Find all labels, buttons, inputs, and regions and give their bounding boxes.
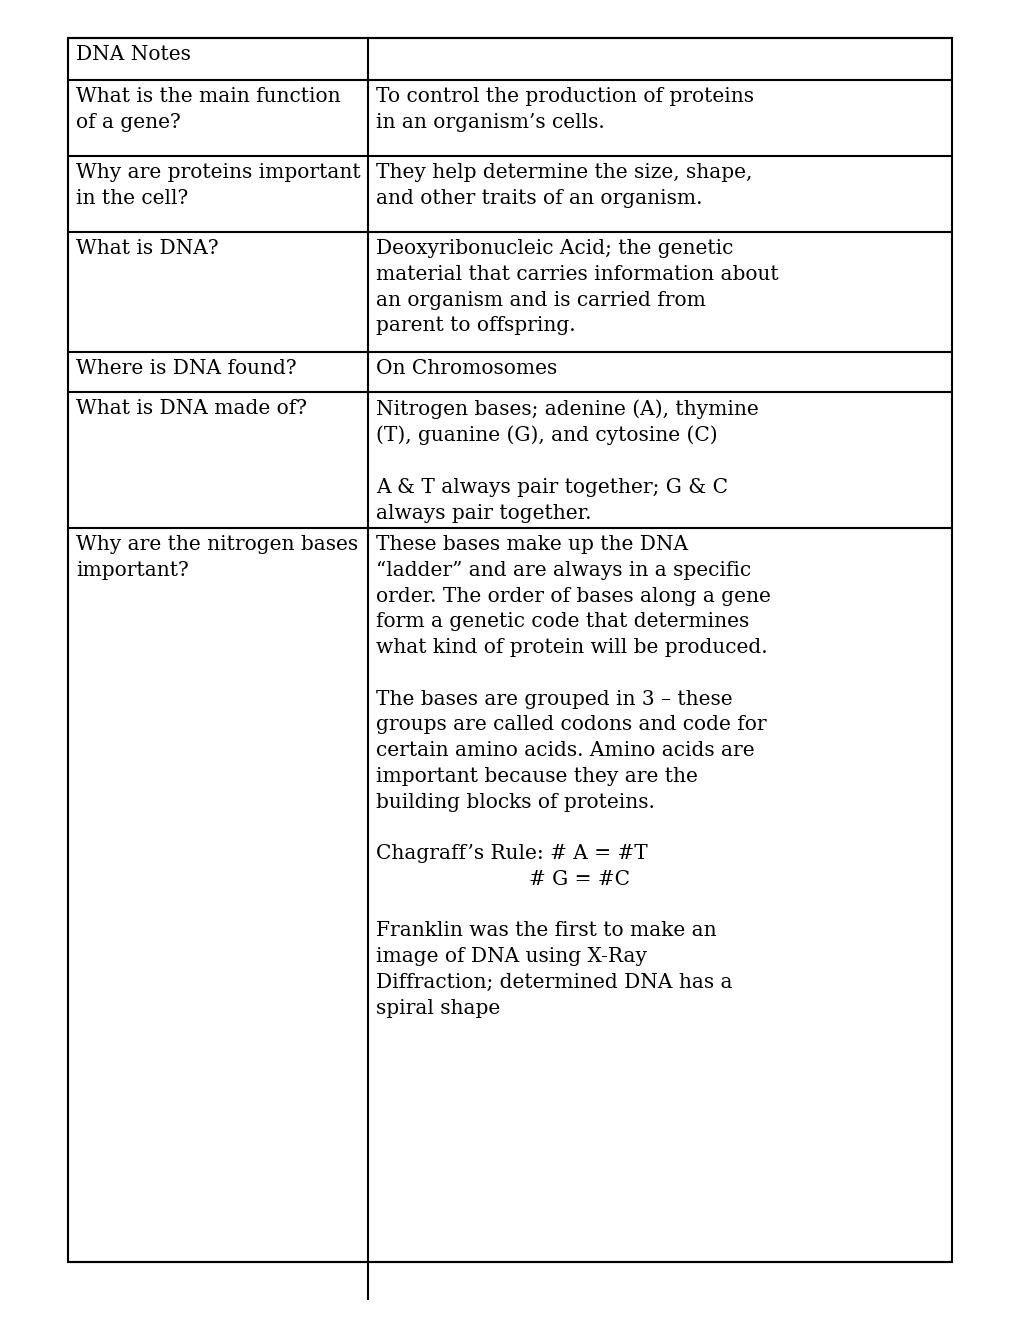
Text: To control the production of proteins
in an organism’s cells.: To control the production of proteins in… [376,87,753,132]
Text: These bases make up the DNA
“ladder” and are always in a specific
order. The ord: These bases make up the DNA “ladder” and… [376,535,770,1018]
Text: Nitrogen bases; adenine (A), thymine
(T), guanine (G), and cytosine (C)

A & T a: Nitrogen bases; adenine (A), thymine (T)… [376,399,758,523]
Text: They help determine the size, shape,
and other traits of an organism.: They help determine the size, shape, and… [376,162,752,207]
Bar [68,38,951,1262]
Text: On Chromosomes: On Chromosomes [376,359,556,378]
Text: What is DNA made of?: What is DNA made of? [76,399,307,418]
Text: Why are proteins important
in the cell?: Why are proteins important in the cell? [76,162,361,207]
Text: Where is DNA found?: Where is DNA found? [76,359,297,378]
Text: Why are the nitrogen bases
important?: Why are the nitrogen bases important? [76,535,358,579]
Text: What is the main function
of a gene?: What is the main function of a gene? [76,87,340,132]
Text: Deoxyribonucleic Acid; the genetic
material that carries information about
an or: Deoxyribonucleic Acid; the genetic mater… [376,239,777,335]
Text: What is DNA?: What is DNA? [76,239,218,257]
Text: DNA Notes: DNA Notes [76,45,191,63]
